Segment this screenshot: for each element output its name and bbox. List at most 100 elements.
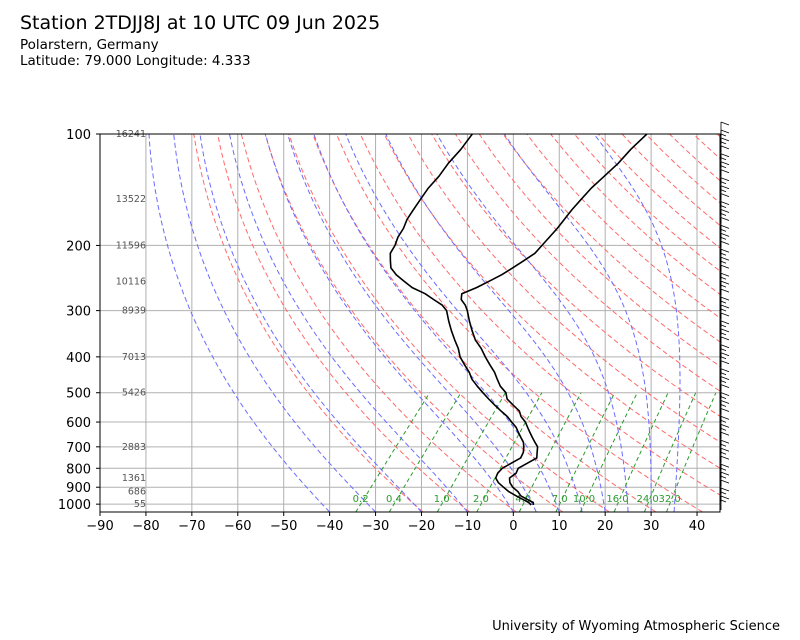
height-label: 1361 — [122, 473, 146, 484]
mixing-ratio-label: 24.0 — [636, 494, 658, 505]
wind-barb — [720, 416, 730, 431]
wind-barb — [720, 225, 730, 240]
mixing-ratio-line — [666, 392, 717, 512]
mixing-ratio-line — [355, 392, 431, 512]
y-tick-label: 800 — [66, 462, 91, 477]
wind-barb — [720, 431, 730, 447]
wind-barb — [720, 487, 730, 502]
wind-barb-flag — [720, 380, 727, 383]
mixing-ratio-label: 10.0 — [573, 494, 595, 505]
wind-barb — [720, 153, 730, 168]
wind-barb — [720, 233, 730, 248]
wind-barbs — [720, 121, 730, 510]
wind-barb — [720, 471, 730, 487]
moist-adiabat-line — [345, 134, 583, 512]
mixing-ratio-label: 0.4 — [386, 494, 402, 505]
wind-barb-flag — [720, 169, 730, 174]
dry-adiabat-line — [240, 134, 517, 512]
y-tick-label: 1000 — [58, 498, 91, 513]
credit-text: University of Wyoming Atmospheric Scienc… — [492, 619, 780, 634]
wind-barb-flag — [720, 447, 730, 452]
dewpoint-line — [389, 134, 532, 506]
x-tick-label: −10 — [454, 519, 481, 534]
wind-barb-flag — [720, 463, 730, 468]
wind-barb-flag — [720, 467, 727, 471]
wind-barb-flag — [720, 479, 730, 484]
wind-barb-flag — [720, 161, 730, 166]
wind-barb — [720, 392, 730, 407]
wind-barb — [720, 368, 730, 383]
wind-barb — [720, 241, 730, 256]
wind-barb — [720, 455, 730, 471]
mixing-ratio-label: 32.0 — [658, 494, 680, 505]
wind-barb — [720, 248, 730, 264]
x-tick-label: −80 — [132, 519, 159, 534]
wind-barb — [720, 288, 730, 304]
moist-adiabat-line — [593, 134, 681, 512]
wind-barb-flag — [720, 360, 730, 365]
wind-barb-flag — [720, 404, 727, 407]
wind-barb-flag — [720, 288, 730, 293]
x-tick-label: 30 — [643, 519, 660, 534]
mixing-ratio-label: 1.0 — [434, 494, 450, 505]
moist-adiabat-line — [199, 134, 422, 512]
wind-barb-flag — [720, 181, 727, 185]
wind-barb-flag — [720, 372, 727, 376]
wind-barb — [720, 296, 730, 312]
wind-barb — [720, 328, 730, 343]
wind-barb-flag — [720, 185, 730, 190]
temperature-line — [460, 134, 648, 506]
wind-barb-flag — [720, 129, 730, 134]
wind-barb — [720, 217, 730, 232]
wind-barb-flag — [720, 400, 730, 404]
mixing-ratio-line — [555, 392, 616, 512]
moist-adiabat-line — [229, 134, 468, 512]
wind-barb-flag — [720, 272, 730, 277]
moist-adiabat-line — [173, 134, 376, 512]
wind-barb — [720, 376, 730, 391]
wind-barb-flag — [720, 264, 730, 269]
moist-adiabat-line — [287, 134, 537, 512]
wind-barb-flag — [720, 300, 727, 304]
height-label: 13522 — [116, 194, 146, 205]
wind-barb-flag — [720, 133, 727, 137]
wind-barb-flag — [720, 312, 730, 317]
y-tick-label: 900 — [66, 481, 91, 496]
dry-adiabat-line — [574, 134, 720, 272]
wind-barb-flag — [720, 165, 727, 169]
dry-adiabat-line — [431, 134, 720, 417]
wind-barb-flag — [720, 356, 727, 360]
wind-barb-flag — [720, 237, 727, 240]
wind-barb — [720, 256, 730, 272]
wind-barb-flag — [720, 177, 730, 182]
wind-barb-flag — [720, 376, 730, 380]
dry-adiabat-line — [217, 134, 471, 512]
wind-barb-flag — [720, 348, 727, 352]
moist-adiabat-line — [503, 134, 652, 512]
wind-barb — [720, 272, 730, 288]
dry-adiabat-line — [407, 134, 720, 443]
wind-barb-flag — [720, 284, 727, 288]
mixing-ratio-line — [613, 392, 669, 512]
y-tick-label: 500 — [66, 387, 91, 402]
wind-barb-flag — [720, 233, 730, 237]
wind-barb-flag — [720, 420, 727, 423]
wind-barb-flag — [720, 344, 730, 349]
height-label: 7013 — [122, 352, 146, 363]
wind-barb-flag — [720, 392, 730, 396]
wind-barb — [720, 320, 730, 335]
mixing-ratio-label: 16.0 — [606, 494, 628, 505]
wind-barb-flag — [720, 324, 727, 328]
wind-barb-flag — [720, 209, 730, 213]
axes: −90 −80 −70 −60 −50 −40 −30 −20 −10 0 10 20 30 40 100 2… — [58, 128, 721, 534]
dry-adiabat-line — [692, 134, 720, 160]
moist-adiabat-line — [148, 134, 330, 512]
y-tick-label: 200 — [66, 239, 91, 254]
wind-barb — [720, 185, 730, 200]
wind-barb — [720, 384, 730, 399]
wind-barb-flag — [720, 499, 727, 503]
station-location: Polarstern, Germany — [20, 37, 159, 53]
dry-adiabat-line — [264, 134, 564, 512]
wind-barb — [720, 400, 730, 415]
